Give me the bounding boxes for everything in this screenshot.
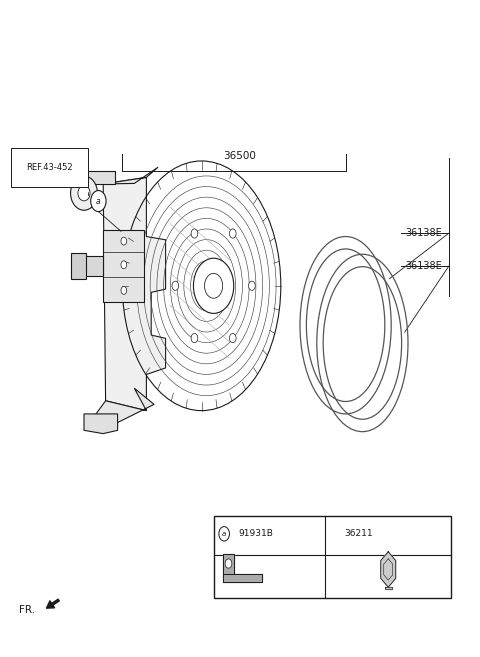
Polygon shape xyxy=(223,574,262,582)
Circle shape xyxy=(229,334,236,343)
Text: 91931B: 91931B xyxy=(239,530,274,538)
Circle shape xyxy=(121,286,127,294)
Polygon shape xyxy=(385,587,392,589)
Text: FR.: FR. xyxy=(19,604,35,615)
Circle shape xyxy=(219,527,229,541)
Circle shape xyxy=(121,261,127,269)
Polygon shape xyxy=(103,168,158,184)
Ellipse shape xyxy=(303,242,388,408)
Circle shape xyxy=(191,334,198,343)
Polygon shape xyxy=(223,555,234,574)
Polygon shape xyxy=(84,414,118,434)
Circle shape xyxy=(225,559,232,568)
Polygon shape xyxy=(96,388,154,424)
Circle shape xyxy=(172,281,179,290)
Text: a: a xyxy=(222,531,226,537)
Circle shape xyxy=(121,237,127,245)
Circle shape xyxy=(191,229,198,238)
Circle shape xyxy=(91,191,106,212)
Ellipse shape xyxy=(78,185,90,201)
Polygon shape xyxy=(71,253,86,279)
Circle shape xyxy=(229,229,236,238)
Polygon shape xyxy=(103,177,166,411)
Text: 36500: 36500 xyxy=(224,151,256,161)
Ellipse shape xyxy=(320,260,405,426)
Text: 36211: 36211 xyxy=(345,530,373,538)
FancyArrowPatch shape xyxy=(47,599,59,608)
Polygon shape xyxy=(381,552,396,587)
Text: 36138E: 36138E xyxy=(406,261,443,271)
Ellipse shape xyxy=(71,176,97,210)
Text: 36138E: 36138E xyxy=(406,228,443,238)
Polygon shape xyxy=(84,256,103,276)
Polygon shape xyxy=(103,230,144,302)
Text: REF.43-452: REF.43-452 xyxy=(26,163,73,172)
Text: a: a xyxy=(96,196,101,206)
Circle shape xyxy=(193,258,234,313)
Polygon shape xyxy=(84,171,115,184)
Circle shape xyxy=(249,281,255,290)
